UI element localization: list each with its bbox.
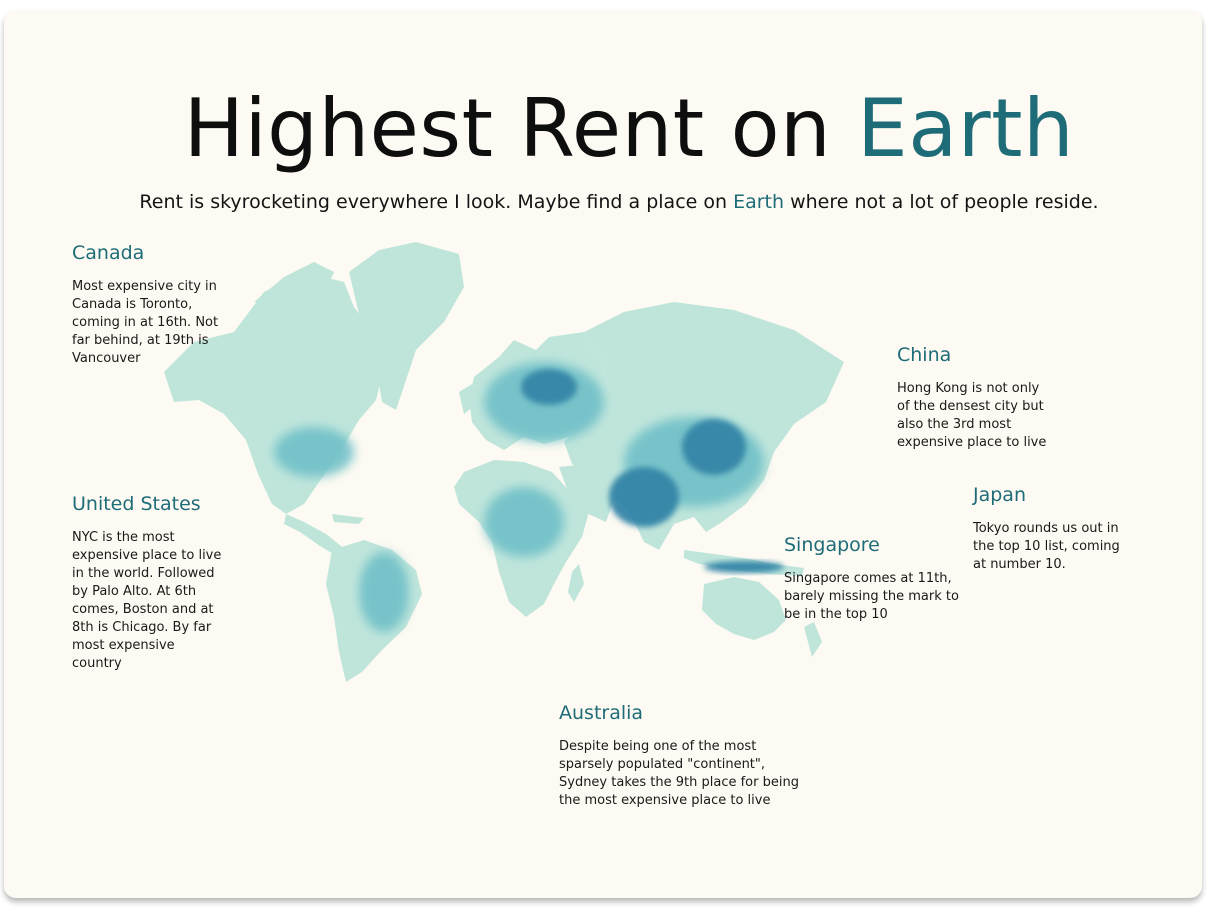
australia-shape (702, 577, 786, 640)
singapore-section: Singapore Singapore comes at 11th, barel… (784, 534, 959, 624)
subtitle-accent-word: Earth (733, 191, 785, 213)
page-subtitle: Rent is skyrocketing everywhere I look. … (4, 191, 1202, 213)
australia-text: Despite being one of the most sparsely p… (559, 739, 799, 808)
singapore-text: Singapore comes at 11th, barely missing … (784, 571, 959, 622)
greenland-shape (349, 242, 464, 410)
subtitle-after: where not a lot of people reside. (784, 191, 1099, 213)
japan-text: Tokyo rounds us out in the top 10 list, … (973, 521, 1120, 572)
title-main: Highest Rent on (183, 82, 858, 175)
china-text: Hong Kong is not only of the densest cit… (897, 381, 1047, 450)
central-america-shape (284, 514, 346, 558)
page-title: Highest Rent on Earth (4, 82, 1202, 175)
british-isles-shape (459, 384, 476, 414)
united-states-heading: United States (72, 493, 201, 515)
arctic-islands-shape (254, 262, 334, 304)
title-accent-word: Earth (857, 82, 1075, 175)
australia-heading: Australia (559, 702, 644, 724)
singapore-heading: Singapore (784, 534, 880, 556)
new-zealand-shape (804, 622, 822, 657)
canada-heading: Canada (72, 242, 145, 264)
subtitle-before: Rent is skyrocketing everywhere I look. … (139, 191, 734, 213)
canada-text: Most expensive city in Canada is Toronto… (72, 279, 219, 366)
japan-section: Japan Tokyo rounds us out in the top 10 … (973, 484, 1133, 574)
caribbean-shape (332, 514, 364, 524)
density-overlay (274, 362, 784, 632)
australia-section: Australia Despite being one of the most … (559, 702, 799, 810)
china-section: China Hong Kong is not only of the dense… (897, 344, 1047, 452)
japan-heading: Japan (973, 484, 1026, 506)
infographic-card: Highest Rent on Earth Rent is skyrocketi… (4, 10, 1202, 898)
china-heading: China (897, 344, 952, 366)
arabia-shape (559, 464, 616, 522)
madagascar-shape (568, 564, 584, 602)
united-states-text: NYC is the most expensive place to live … (72, 530, 222, 671)
world-map-icon (164, 242, 844, 682)
united-states-section: United States NYC is the most expensive … (72, 493, 222, 673)
canada-section: Canada Most expensive city in Canada is … (72, 242, 232, 368)
